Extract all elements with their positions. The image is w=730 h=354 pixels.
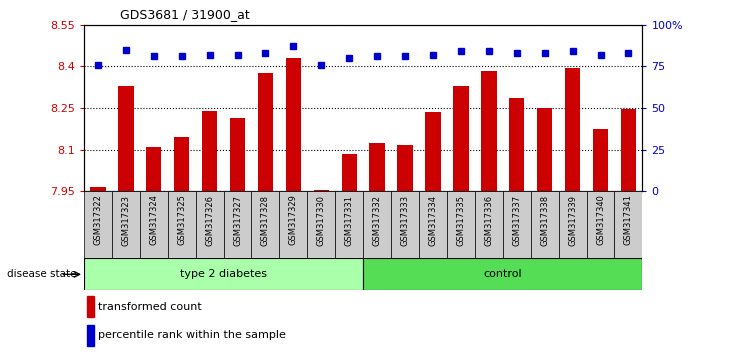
Bar xyxy=(509,98,524,191)
Bar xyxy=(531,191,558,258)
Bar xyxy=(426,112,441,191)
Text: GSM317330: GSM317330 xyxy=(317,195,326,246)
Bar xyxy=(168,191,196,258)
Text: GDS3681 / 31900_at: GDS3681 / 31900_at xyxy=(120,8,250,21)
Bar xyxy=(364,191,391,258)
Bar xyxy=(335,191,364,258)
Text: GSM317328: GSM317328 xyxy=(261,195,270,246)
Bar xyxy=(587,191,615,258)
Text: control: control xyxy=(483,269,522,279)
Bar xyxy=(453,86,469,191)
Text: GSM317332: GSM317332 xyxy=(372,195,382,246)
Text: GSM317323: GSM317323 xyxy=(121,195,131,246)
Text: GSM317322: GSM317322 xyxy=(93,195,102,245)
Bar xyxy=(615,191,642,258)
Bar xyxy=(202,111,218,191)
Bar xyxy=(342,154,357,191)
Bar xyxy=(87,296,93,317)
Text: percentile rank within the sample: percentile rank within the sample xyxy=(98,330,285,341)
Text: GSM317331: GSM317331 xyxy=(345,195,354,246)
Bar xyxy=(419,191,447,258)
Bar xyxy=(369,143,385,191)
Bar xyxy=(285,58,301,191)
Bar xyxy=(139,191,168,258)
Bar xyxy=(474,191,503,258)
Bar xyxy=(84,258,364,290)
Bar xyxy=(593,129,608,191)
Bar xyxy=(251,191,280,258)
Bar xyxy=(447,191,474,258)
Bar xyxy=(174,137,189,191)
Bar xyxy=(87,325,93,346)
Text: GSM317341: GSM317341 xyxy=(624,195,633,245)
Bar xyxy=(503,191,531,258)
Text: GSM317340: GSM317340 xyxy=(596,195,605,245)
Bar xyxy=(391,191,419,258)
Text: GSM317325: GSM317325 xyxy=(177,195,186,245)
Text: GSM317327: GSM317327 xyxy=(233,195,242,246)
Bar xyxy=(364,258,642,290)
Text: GSM317324: GSM317324 xyxy=(149,195,158,245)
Bar xyxy=(481,70,496,191)
Bar xyxy=(558,191,587,258)
Text: GSM317339: GSM317339 xyxy=(568,195,577,246)
Text: disease state: disease state xyxy=(7,269,77,279)
Bar xyxy=(223,191,251,258)
Bar xyxy=(230,118,245,191)
Bar xyxy=(280,191,307,258)
Bar xyxy=(620,109,636,191)
Bar xyxy=(118,86,134,191)
Text: transformed count: transformed count xyxy=(98,302,201,312)
Bar xyxy=(565,68,580,191)
Text: GSM317338: GSM317338 xyxy=(540,195,549,246)
Text: GSM317333: GSM317333 xyxy=(401,195,410,246)
Bar xyxy=(258,73,273,191)
Bar xyxy=(146,147,161,191)
Bar xyxy=(307,191,335,258)
Bar xyxy=(112,191,140,258)
Bar xyxy=(84,191,112,258)
Bar xyxy=(537,108,553,191)
Text: GSM317326: GSM317326 xyxy=(205,195,214,246)
Text: GSM317336: GSM317336 xyxy=(484,195,493,246)
Bar xyxy=(196,191,223,258)
Bar xyxy=(91,187,106,191)
Text: GSM317329: GSM317329 xyxy=(289,195,298,245)
Text: type 2 diabetes: type 2 diabetes xyxy=(180,269,267,279)
Text: GSM317334: GSM317334 xyxy=(429,195,437,246)
Text: GSM317335: GSM317335 xyxy=(456,195,466,246)
Bar xyxy=(397,145,412,191)
Bar xyxy=(314,190,329,191)
Text: GSM317337: GSM317337 xyxy=(512,195,521,246)
